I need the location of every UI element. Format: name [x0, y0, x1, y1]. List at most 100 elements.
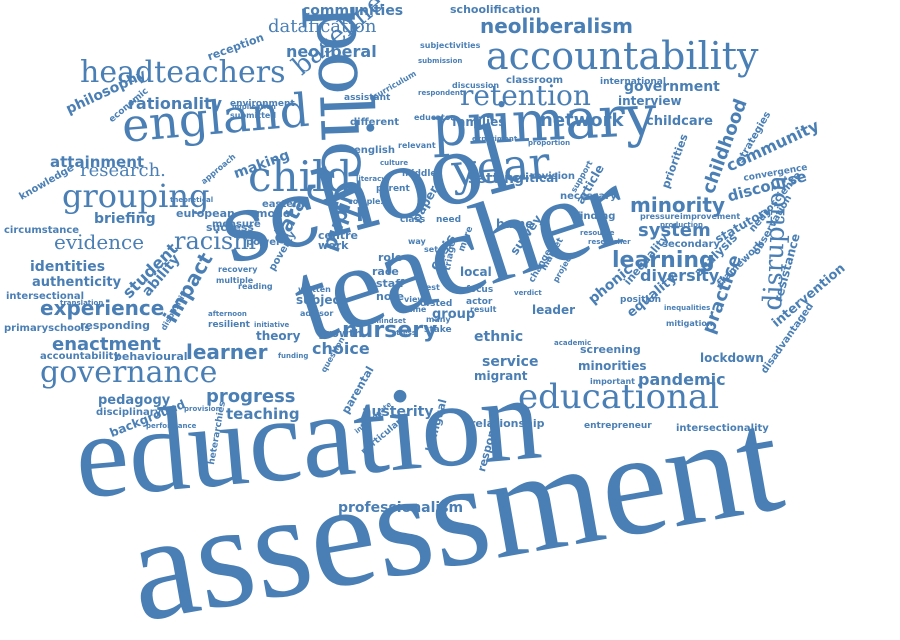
word-intersectional: intersectional: [6, 291, 85, 302]
word-european: european: [176, 207, 235, 220]
word-result: result: [470, 305, 497, 314]
word-work: work: [318, 239, 349, 252]
word-mitigation: mitigation: [666, 319, 713, 328]
word-disciplinary: disciplinary: [96, 407, 162, 418]
word-important: important: [590, 377, 635, 386]
word-group: group: [432, 307, 476, 322]
word-datafication: datafication: [268, 16, 377, 37]
word-time: time: [406, 305, 427, 314]
word-racism: racism: [174, 227, 256, 255]
word-austerity: austerity: [362, 404, 434, 420]
word-experiment: experiment: [472, 135, 518, 143]
word-improvement: improvement: [680, 212, 741, 221]
word-professionalism: professionalism: [338, 500, 464, 516]
word-translation: translation: [60, 299, 104, 307]
word-learner: learner: [186, 340, 268, 364]
word-accountability-small: accountability: [40, 351, 120, 362]
word-implication: implication: [232, 103, 276, 111]
word-intersectionality: intersectionality: [676, 423, 769, 434]
word-attainment: attainment: [50, 153, 145, 171]
word-bame: bame: [496, 217, 534, 231]
word-parent: parent: [376, 184, 410, 194]
word-behavioural: behavioural: [114, 350, 188, 363]
word-diversity: diversity: [640, 266, 720, 285]
word-researcher: researcher: [588, 238, 631, 246]
word-critical: critical: [512, 171, 559, 185]
word-lockdown: lockdown: [700, 351, 764, 365]
word-service: service: [482, 354, 539, 370]
word-afternoon: afternoon: [208, 310, 247, 318]
word-advisor: advisor: [300, 309, 334, 318]
word-model: model: [256, 207, 295, 220]
word-screening: screening: [580, 343, 641, 356]
word-theoretical: theoretical: [170, 196, 214, 204]
word-accountability: accountability: [486, 34, 759, 78]
word-headteachers: headteachers: [80, 55, 286, 90]
word-educational: educational: [518, 377, 720, 417]
word-minority: minority: [630, 193, 725, 217]
word-learning: learning: [612, 248, 715, 273]
word-child: child: [248, 152, 353, 201]
word-subject: subject: [296, 293, 346, 307]
word-submission: submission: [418, 57, 463, 65]
word-neoliberalism: neoliberalism: [480, 14, 633, 38]
word-theory: theory: [256, 329, 301, 343]
word-subjectivities: subjectivities: [420, 41, 481, 50]
word-primaryschools: primaryschools: [4, 323, 91, 334]
word-evidence: evidence: [54, 230, 145, 254]
word-ofsted: ofsted: [420, 299, 453, 309]
word-race: race: [372, 265, 399, 278]
word-different: different: [350, 117, 400, 128]
word-governance: governance: [40, 355, 218, 390]
word-resilient: resilient: [208, 320, 250, 330]
word-power: power: [246, 237, 281, 248]
word-childcare: childcare: [646, 114, 713, 129]
word-need: need: [436, 215, 462, 225]
word-communities: communities: [302, 3, 404, 19]
word-staff: staff: [376, 277, 405, 290]
word-revision: revision: [530, 171, 576, 182]
word-nursery: nursery: [342, 318, 438, 343]
word-test: test: [422, 283, 440, 292]
word-pedagogy: pedagogy: [98, 393, 171, 408]
word-class: class: [400, 215, 426, 225]
word-multiple: multiple: [216, 276, 254, 285]
word-reading: reading: [238, 282, 273, 291]
word-briefing: briefing: [94, 211, 156, 227]
word-setting: setting: [468, 171, 524, 187]
word-english: english: [354, 145, 395, 156]
word-grouping: grouping: [62, 177, 210, 215]
word-international: international: [600, 77, 666, 87]
word-finding: finding: [576, 211, 616, 222]
word-success: success: [206, 221, 254, 234]
word-retention: retention: [460, 79, 591, 112]
word-secondary: secondary: [662, 239, 721, 250]
word-pressure: pressure: [640, 212, 680, 221]
word-choice: choice: [312, 339, 370, 358]
word-enactment: enactment: [52, 334, 161, 355]
word-initiative: initiative: [254, 321, 290, 329]
word-inequalities: inequalities: [664, 304, 711, 312]
word-authenticity: authenticity: [32, 275, 122, 290]
word-academic: academic: [554, 339, 592, 347]
word-view: view: [404, 295, 425, 304]
word-submitted: submitted: [230, 111, 277, 120]
word-research: research.: [80, 160, 166, 181]
word-production: production: [660, 221, 703, 229]
word-circumstance: circumstance: [4, 225, 80, 236]
word-system: system: [638, 220, 711, 241]
word-classroom: classroom: [506, 75, 564, 86]
word-minorities: minorities: [578, 359, 647, 373]
word-progress: progress: [206, 386, 296, 407]
word-entrepreneur: entrepreneur: [584, 421, 652, 431]
word-mindset: mindset: [374, 317, 406, 325]
word-families: families: [452, 115, 506, 129]
word-relevant: relevant: [398, 141, 436, 150]
word-performance: performance: [146, 422, 197, 430]
word-set: set: [424, 245, 439, 254]
word-government: government: [624, 79, 720, 95]
word-focus: focus: [466, 285, 494, 295]
word-verdict: verdict: [514, 289, 542, 297]
word-stress: stress: [392, 329, 417, 337]
word-complex: complex: [348, 197, 386, 206]
